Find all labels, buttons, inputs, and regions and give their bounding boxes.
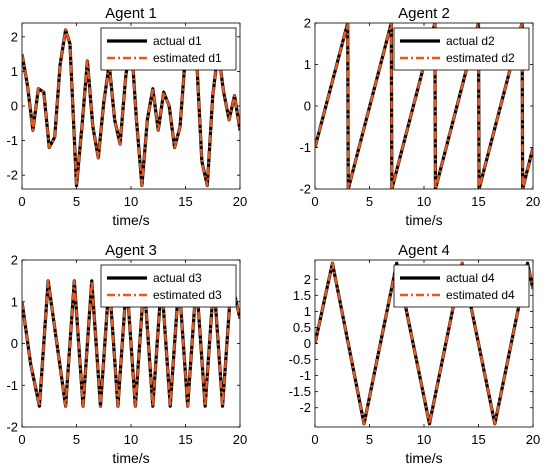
legend-label-estimated: estimated d2 — [446, 51, 515, 65]
y-tick-label: -0.5 — [289, 352, 311, 367]
x-tick-label: 20 — [526, 194, 540, 209]
y-tick-label: -2 — [299, 400, 311, 415]
x-axis-label: time/s — [405, 450, 442, 466]
legend-label-actual: actual d3 — [153, 271, 202, 285]
legend-label-actual: actual d4 — [446, 271, 495, 285]
legend: actual d4 estimated d4 — [393, 264, 530, 308]
subplot-title: Agent 2 — [398, 5, 450, 22]
x-tick-label: 15 — [471, 194, 485, 209]
x-tick-label: 15 — [178, 432, 192, 447]
legend: actual d1 estimated d1 — [100, 27, 237, 71]
y-tick-label: 0 — [304, 336, 311, 351]
x-tick-label: 5 — [73, 194, 80, 209]
y-tick-label: 0.5 — [293, 320, 311, 335]
x-tick-label: 10 — [417, 194, 431, 209]
legend-label-actual: actual d1 — [153, 34, 202, 48]
y-tick-label: -1 — [299, 368, 311, 383]
x-tick-label: 0 — [311, 194, 318, 209]
y-tick-label: 2 — [11, 29, 18, 44]
subplot-agent-4: Agent 40 5 10 15 20-2-1.5-1-0.500.511.52time… — [289, 242, 541, 466]
legend-label-actual: actual d2 — [446, 34, 495, 48]
y-tick-label: 2 — [304, 272, 311, 287]
subplot-title: Agent 3 — [105, 242, 157, 259]
x-axis-label: time/s — [112, 212, 149, 228]
series-line-estimated — [22, 279, 240, 408]
x-tick-label: 15 — [471, 432, 485, 447]
subplot-agent-3: Agent 3 0 5 10 15 20 -2 -1 0 1 2 time/s actual d3 est… — [6, 242, 247, 466]
y-tick-label: -1 — [299, 140, 311, 155]
legend-box — [100, 27, 237, 71]
legend-box — [393, 27, 530, 71]
y-tick-label: 1.5 — [293, 288, 311, 303]
y-tick-label: -1.5 — [289, 384, 311, 399]
x-tick-label: 10 — [124, 432, 138, 447]
x-tick-label: 20 — [233, 432, 247, 447]
x-tick-label: 0 — [18, 432, 25, 447]
x-axis-label: time/s — [405, 212, 442, 228]
subplot-title: Agent 4 — [398, 242, 450, 259]
x-tick-label: 0 — [311, 432, 318, 447]
x-tick-label: 5 — [366, 432, 373, 447]
x-tick-label: 5 — [73, 432, 80, 447]
series-line-estimated — [315, 262, 533, 425]
y-tick-label: 1 — [11, 64, 18, 79]
x-axis-label: time/s — [112, 450, 149, 466]
y-tick-label: -2 — [6, 168, 18, 183]
subplot-title: Agent 1 — [105, 5, 157, 22]
legend: actual d3 estimated d3 — [100, 264, 237, 308]
y-tick-label: 0 — [304, 99, 311, 114]
y-tick-label: 0 — [11, 336, 18, 351]
legend-label-estimated: estimated d4 — [446, 288, 515, 302]
x-tick-label: 20 — [526, 432, 540, 447]
x-tick-label: 15 — [178, 194, 192, 209]
legend-box — [100, 264, 237, 308]
y-tick-label: 0 — [11, 99, 18, 114]
subplot-agent-1: Agent 1 0 5 10 15 20 -2 -1 0 1 2 time/s actual d1 est… — [6, 5, 247, 228]
y-tick-label: 2 — [11, 253, 18, 268]
y-tick-label: -1 — [6, 133, 18, 148]
y-tick-label: 1 — [304, 304, 311, 319]
y-tick-label: 2 — [304, 16, 311, 31]
y-tick-label: -2 — [6, 420, 18, 435]
legend-label-estimated: estimated d3 — [153, 288, 222, 302]
x-tick-label: 20 — [233, 194, 247, 209]
y-tick-label: -1 — [6, 378, 18, 393]
x-tick-label: 10 — [417, 432, 431, 447]
subplot-agent-2: Agent 2 0 5 10 15 20 -2 -1 0 1 2 time/s actual d2 est… — [299, 5, 540, 228]
y-tick-label: -2 — [299, 182, 311, 197]
y-tick-label: 1 — [11, 294, 18, 309]
legend-box — [393, 264, 530, 308]
y-tick-label: 1 — [304, 57, 311, 72]
x-tick-label: 10 — [124, 194, 138, 209]
x-tick-label: 0 — [18, 194, 25, 209]
x-tick-label: 5 — [366, 194, 373, 209]
legend-label-estimated: estimated d1 — [153, 51, 222, 65]
legend: actual d2 estimated d2 — [393, 27, 530, 71]
